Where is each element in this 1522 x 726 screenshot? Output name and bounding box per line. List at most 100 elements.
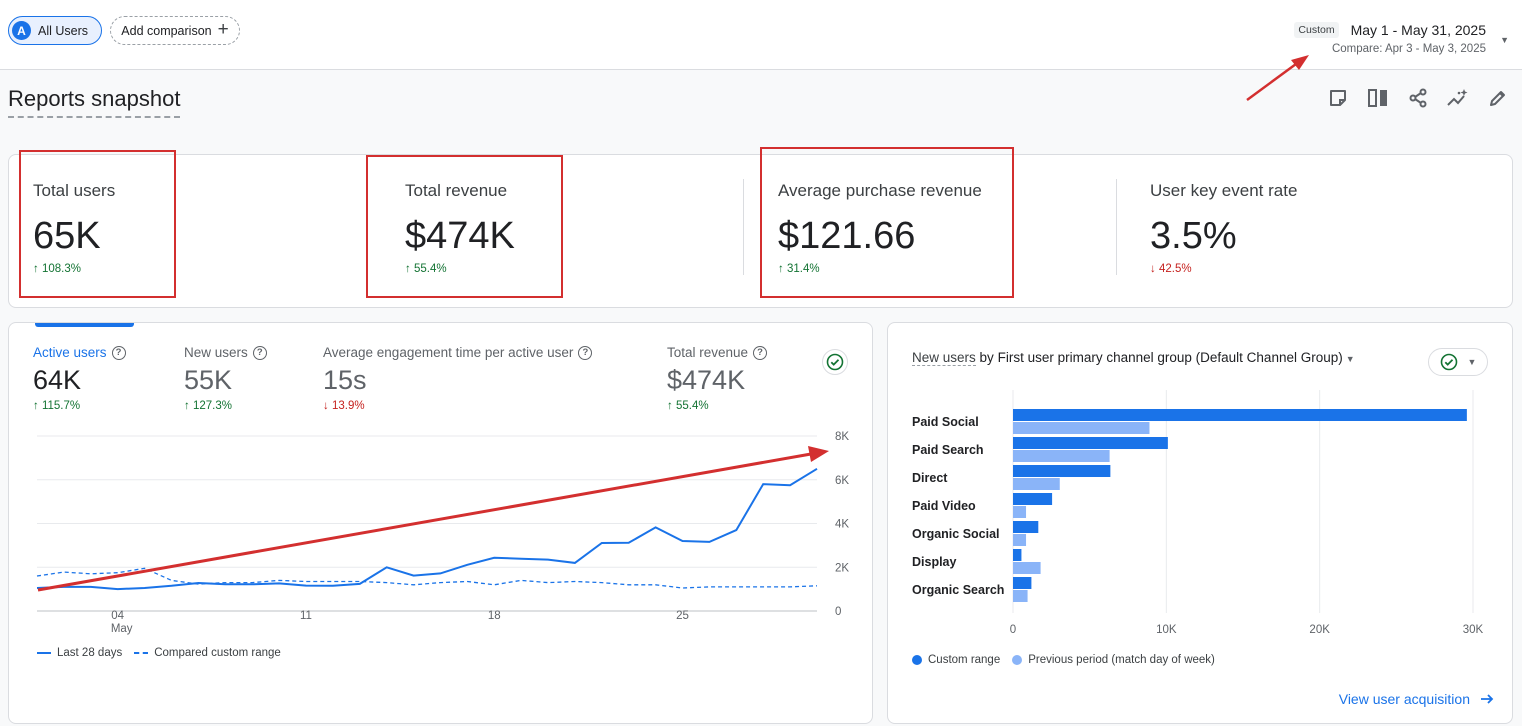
kpi-value: $121.66 [778, 215, 916, 257]
insights-icon[interactable] [1446, 86, 1470, 110]
line-chart-card: Active users? 64K ↑ 115.7% New users? 55… [8, 322, 873, 724]
note-icon[interactable] [1326, 86, 1350, 110]
kpi-total-users[interactable]: Total users 65K ↑ 108.3% [33, 181, 115, 275]
bar-custom-range[interactable] [1013, 577, 1032, 589]
top-bar: A All Users Add comparison + Custom May … [0, 0, 1522, 70]
segment-avatar: A [12, 21, 31, 40]
legend-label: Compared custom range [154, 647, 281, 659]
compare-columns-icon[interactable] [1366, 86, 1390, 110]
link-label: View user acquisition [1338, 691, 1470, 707]
kpi-average-purchase-revenue[interactable]: Average purchase revenue $121.66 ↑ 31.4% [778, 181, 982, 275]
help-icon[interactable]: ? [252, 345, 267, 360]
kpi-change: ↑ 31.4% [778, 263, 820, 275]
compare-range-label: Compare: Apr 3 - May 3, 2025 [1331, 43, 1486, 55]
bar-custom-range[interactable] [1013, 437, 1168, 449]
legend-swatch [912, 655, 922, 665]
category-label: Paid Video [912, 499, 976, 513]
y-tick-label: 0 [835, 606, 841, 618]
bar-previous-period[interactable] [1013, 506, 1027, 518]
legend-item-custom-range[interactable]: Custom range [912, 654, 1000, 666]
annotation-box-average-purchase-revenue [760, 147, 1014, 298]
legend-item-compare[interactable]: Compared custom range [134, 647, 281, 659]
edit-pencil-icon[interactable] [1486, 86, 1510, 110]
x-tick-label: 25 [676, 610, 689, 622]
kpi-label: User key event rate [1150, 181, 1298, 200]
bar-chart-card: New users by First user primary channel … [887, 322, 1513, 724]
bar-previous-period[interactable] [1013, 534, 1027, 546]
page-title[interactable]: Reports snapshot [8, 86, 181, 118]
kpi-change: ↓ 42.5% [1150, 263, 1192, 275]
metric-tab-total-revenue[interactable]: Total revenue? $474K ↑ 55.4% [667, 345, 768, 412]
y-tick-label: 8K [835, 431, 849, 443]
bar-previous-period[interactable] [1013, 590, 1028, 602]
help-icon[interactable]: ? [753, 345, 768, 360]
metric-label: New users [184, 345, 248, 360]
kpi-value: $474K [405, 215, 515, 257]
bar-chart: 0 10K 20K 30K Paid Social Paid Search Direct P… [912, 390, 1484, 636]
date-range-picker[interactable]: Custom May 1 - May 31, 2025 Compare: Apr… [1294, 22, 1486, 55]
legend-item-current[interactable]: Last 28 days [37, 647, 122, 659]
help-icon[interactable]: ? [578, 345, 593, 360]
category-label: Direct [912, 471, 948, 485]
bar-custom-range[interactable] [1013, 465, 1111, 477]
segment-chip-all-users[interactable]: A All Users [8, 16, 102, 45]
add-comparison-button[interactable]: Add comparison + [110, 16, 240, 45]
kpi-value: 3.5% [1150, 215, 1237, 257]
legend-label: Last 28 days [57, 647, 123, 659]
legend-label: Custom range [928, 654, 1001, 666]
legend-swatch [1012, 655, 1023, 665]
annotation-box-total-revenue [366, 155, 563, 298]
plus-icon: + [217, 19, 229, 40]
metric-tab-active-users[interactable]: Active users? 64K ↑ 115.7% [33, 345, 126, 412]
metric-value: 64K [33, 365, 82, 395]
check-circle-icon [1440, 353, 1457, 371]
metric-tab-average-engagement-time[interactable]: Average engagement time per active user?… [323, 345, 593, 412]
y-tick-label: 6K [835, 475, 849, 487]
annotation-box-total-users [19, 150, 176, 298]
metric-tab-new-users[interactable]: New users? 55K ↑ 127.3% [184, 345, 267, 412]
kpi-label: Total users [33, 181, 116, 200]
share-icon[interactable] [1406, 86, 1430, 110]
metric-selector[interactable]: New users [912, 350, 976, 366]
bar-custom-range[interactable] [1013, 521, 1039, 533]
x-tick-sublabel: May [111, 623, 133, 635]
metric-change: ↓ 13.9% [323, 400, 365, 412]
metric-value: 15s [323, 365, 367, 395]
caret-down-icon[interactable]: ▼ [1345, 354, 1355, 364]
line-chart-legend: Last 28 days Compared custom range [37, 647, 281, 659]
bar-previous-period[interactable] [1013, 478, 1060, 490]
kpi-total-revenue[interactable]: Total revenue $474K ↑ 55.4% [405, 181, 515, 275]
bar-custom-range[interactable] [1013, 493, 1053, 505]
x-tick-label: 20K [1309, 624, 1330, 636]
view-user-acquisition-link[interactable]: View user acquisition [1339, 691, 1494, 707]
bar-card-options[interactable]: ▼ [1428, 348, 1488, 376]
kpi-change: ↑ 108.3% [33, 263, 81, 275]
kpi-label: Total revenue [405, 181, 508, 200]
help-icon[interactable]: ? [111, 345, 126, 360]
x-tick-label: 30K [1463, 624, 1484, 636]
caret-down-icon[interactable]: ▼ [1500, 35, 1509, 45]
bar-previous-period[interactable] [1013, 562, 1041, 574]
x-tick-label: 04 [111, 610, 124, 622]
date-range-tag: Custom [1294, 22, 1339, 38]
kpi-change: ↑ 55.4% [405, 263, 447, 275]
metric-label: Average engagement time per active user [323, 345, 574, 360]
series-line-last-28-days [36, 467, 818, 591]
caret-down-icon: ▼ [1467, 357, 1477, 367]
legend-swatch [134, 652, 149, 654]
arrow-right-icon [1481, 694, 1494, 704]
legend-label: Previous period (match day of week) [1028, 654, 1215, 666]
kpi-user-key-event-rate[interactable]: User key event rate 3.5% ↓ 42.5% [1150, 181, 1297, 275]
bar-previous-period[interactable] [1013, 422, 1150, 434]
x-tick-label: 10K [1156, 624, 1177, 636]
category-label: Organic Social [912, 527, 1000, 541]
bar-previous-period[interactable] [1013, 450, 1110, 462]
bar-custom-range[interactable] [1013, 549, 1022, 561]
y-tick-label: 4K [835, 519, 849, 531]
bar-custom-range[interactable] [1013, 409, 1467, 421]
bar-chart-legend: Custom range Previous period (match day … [912, 654, 1215, 666]
check-circle-icon[interactable] [822, 349, 848, 375]
legend-item-previous-period[interactable]: Previous period (match day of week) [1012, 654, 1215, 666]
dimension-selector[interactable]: First user primary channel group (Defaul… [997, 350, 1343, 365]
category-label: Display [912, 555, 957, 569]
